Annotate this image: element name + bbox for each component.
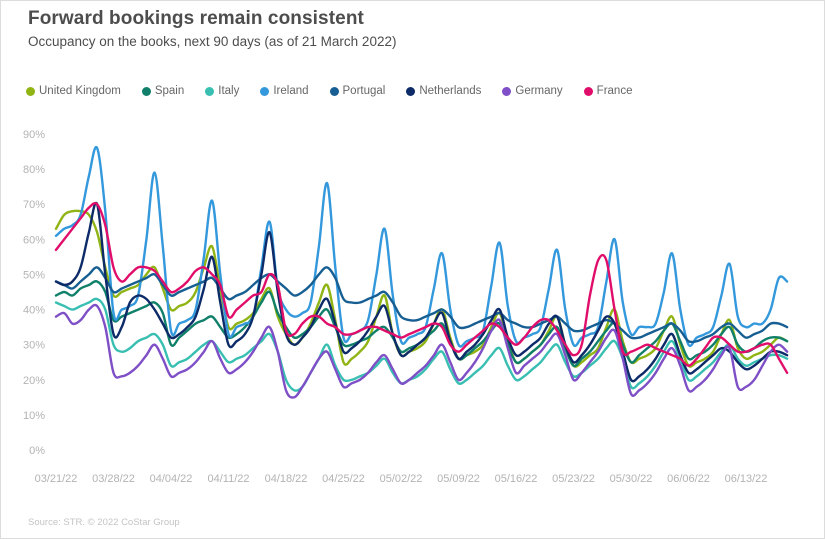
legend-label: Ireland (273, 85, 309, 97)
legend-item-germany: Germany (502, 85, 563, 97)
y-axis-tick-label: 20% (23, 375, 45, 387)
legend-dot-icon (406, 86, 416, 96)
chart-title: Forward bookings remain consistent (28, 8, 364, 29)
x-axis-tick-label: 06/13/22 (725, 473, 768, 485)
x-axis-tick-label: 03/28/22 (92, 473, 135, 485)
x-axis-tick-label: 04/04/22 (150, 473, 193, 485)
legend-item-ireland: Ireland (260, 85, 309, 97)
source-note: Source: STR. © 2022 CoStar Group (28, 517, 180, 528)
legend-label: Netherlands (419, 85, 482, 97)
x-axis-tick-label: 04/11/22 (207, 473, 249, 485)
series-line-germany (54, 303, 789, 399)
y-axis-tick-label: 60% (23, 234, 45, 246)
y-axis-tick-label: 0% (29, 445, 45, 457)
legend-label: France (596, 85, 633, 97)
x-axis-tick-label: 04/25/22 (322, 473, 365, 485)
legend-dot-icon (502, 86, 512, 96)
y-axis-tick-label: 80% (23, 164, 45, 176)
y-axis-tick-label: 30% (23, 340, 45, 352)
y-axis-tick-label: 50% (23, 269, 45, 281)
chart-subtitle: Occupancy on the books, next 90 days (as… (28, 34, 397, 49)
legend-item-spain: Spain (141, 85, 185, 97)
chart-legend: United Kingdom Spain Italy Ireland Portugal N… (26, 85, 632, 97)
x-axis-tick-label: 05/16/22 (495, 473, 538, 485)
legend-item-france: France (583, 85, 633, 97)
x-axis-tick-label: 04/18/22 (265, 473, 308, 485)
legend-dot-icon (205, 86, 215, 96)
legend-label: United Kingdom (39, 85, 121, 97)
legend-item-italy: Italy (205, 85, 239, 97)
x-axis-tick-label: 05/30/22 (610, 473, 653, 485)
y-axis-tick-label: 70% (23, 199, 45, 211)
series-line-portugal (54, 266, 789, 344)
series-line-netherlands (54, 201, 789, 383)
legend-label: Spain (154, 85, 185, 97)
x-axis-tick-label: 06/06/22 (667, 473, 710, 485)
series-line-ireland (54, 145, 789, 348)
legend-label: Portugal (342, 85, 386, 97)
legend-dot-icon (26, 86, 35, 96)
legend-dot-icon (141, 86, 151, 96)
legend-dot-icon (329, 86, 339, 96)
y-axis-tick-label: 90% (23, 129, 45, 141)
legend-item-portugal: Portugal (329, 85, 386, 97)
series-line-italy (54, 297, 789, 392)
series-line-france (54, 202, 789, 374)
x-axis-tick-label: 05/02/22 (380, 473, 423, 485)
legend-dot-icon (583, 86, 593, 96)
legend-item-netherlands: Netherlands (406, 85, 481, 97)
legend-label: Italy (218, 85, 240, 97)
x-axis-tick-label: 05/09/22 (437, 473, 480, 485)
legend-item-united-kingdom: United Kingdom (26, 85, 121, 97)
x-axis-tick-label: 05/23/22 (552, 473, 595, 485)
x-axis-tick-label: 03/21/22 (35, 473, 78, 485)
y-axis-tick-label: 10% (23, 410, 45, 422)
y-axis-tick-label: 40% (23, 305, 45, 317)
legend-label: Germany (515, 85, 563, 97)
legend-dot-icon (260, 86, 270, 96)
